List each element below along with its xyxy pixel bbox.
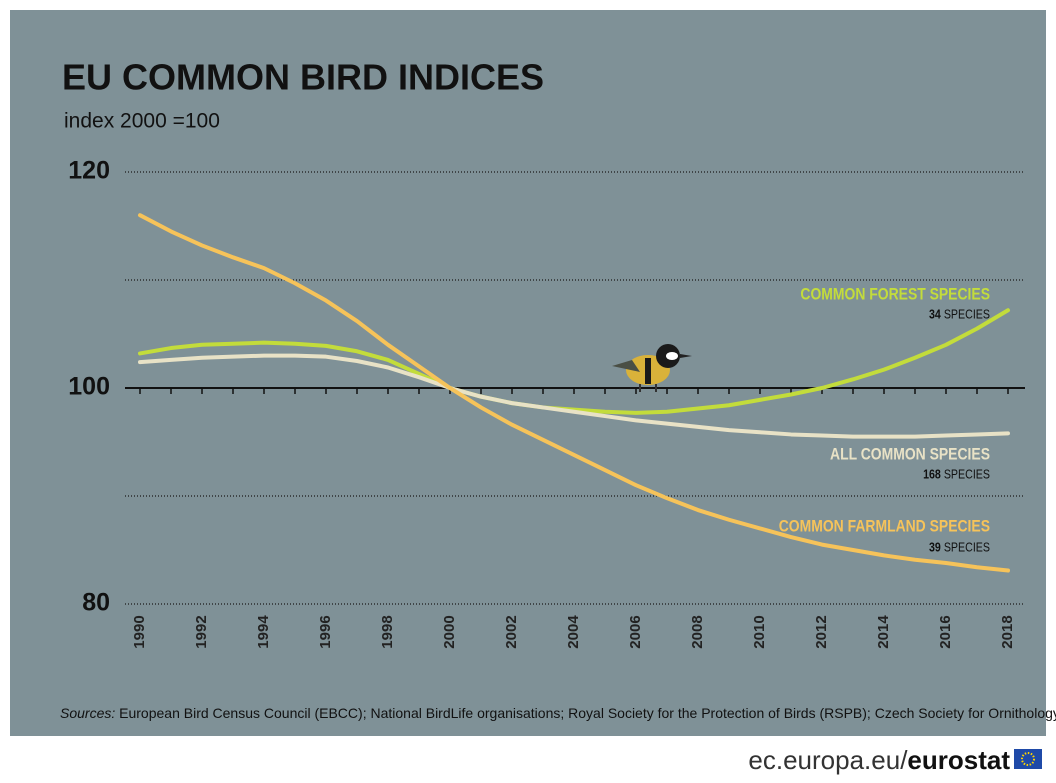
species-label: SPECIES <box>944 306 990 321</box>
x-tick-label: 2016 <box>937 615 954 648</box>
x-tick-label: 1998 <box>379 615 396 648</box>
x-tick-label: 2008 <box>689 615 706 648</box>
species-label: SPECIES <box>944 539 990 554</box>
series-label: COMMON FOREST SPECIES <box>800 285 990 304</box>
y-tick-label: 120 <box>68 157 110 185</box>
y-tick-label: 80 <box>82 589 110 617</box>
x-tick-label: 1994 <box>255 615 272 649</box>
series-count: 34 SPECIES <box>929 306 990 321</box>
x-tick-label: 2006 <box>627 615 644 648</box>
bird <box>612 344 692 392</box>
series-label: ALL COMMON SPECIES <box>830 445 990 464</box>
chart-title: EU COMMON BIRD INDICES <box>62 57 544 98</box>
source-note: Sources: European Bird Census Council (E… <box>60 705 1056 721</box>
species-count: 34 <box>929 306 941 321</box>
x-tick-label: 1996 <box>317 615 334 648</box>
x-tick-label: 2002 <box>503 615 520 648</box>
chart-subtitle: index 2000 =100 <box>64 110 220 133</box>
eu-flag <box>1014 749 1042 769</box>
x-tick-label: 2012 <box>813 615 830 648</box>
x-tick-label: 2004 <box>565 615 582 649</box>
x-tick-label: 2000 <box>441 615 458 648</box>
y-tick-label: 100 <box>68 373 110 401</box>
series-line <box>138 353 1010 439</box>
footer-site: ec.europa.eu/ <box>748 745 908 775</box>
source-prefix: Sources: <box>60 705 115 721</box>
series-label: COMMON FARMLAND SPECIES <box>779 517 990 536</box>
x-tick-label: 2014 <box>875 615 892 649</box>
x-tick-label: 1992 <box>193 615 210 648</box>
x-tick-label: 1990 <box>131 615 148 648</box>
x-tick-label: 2010 <box>751 615 768 648</box>
species-label: SPECIES <box>944 466 990 481</box>
source-text: European Bird Census Council (EBCC); Nat… <box>119 705 1056 721</box>
series-line <box>138 213 1010 573</box>
footer-brand: eurostat <box>907 745 1010 775</box>
footer: ec.europa.eu/eurostat <box>748 745 1010 775</box>
series-line <box>138 308 1010 415</box>
series-count: 168 SPECIES <box>923 466 990 481</box>
species-count: 168 <box>923 466 941 481</box>
species-count: 39 <box>929 539 941 554</box>
x-tick-label: 2018 <box>999 615 1016 648</box>
series-count: 39 SPECIES <box>929 539 990 554</box>
